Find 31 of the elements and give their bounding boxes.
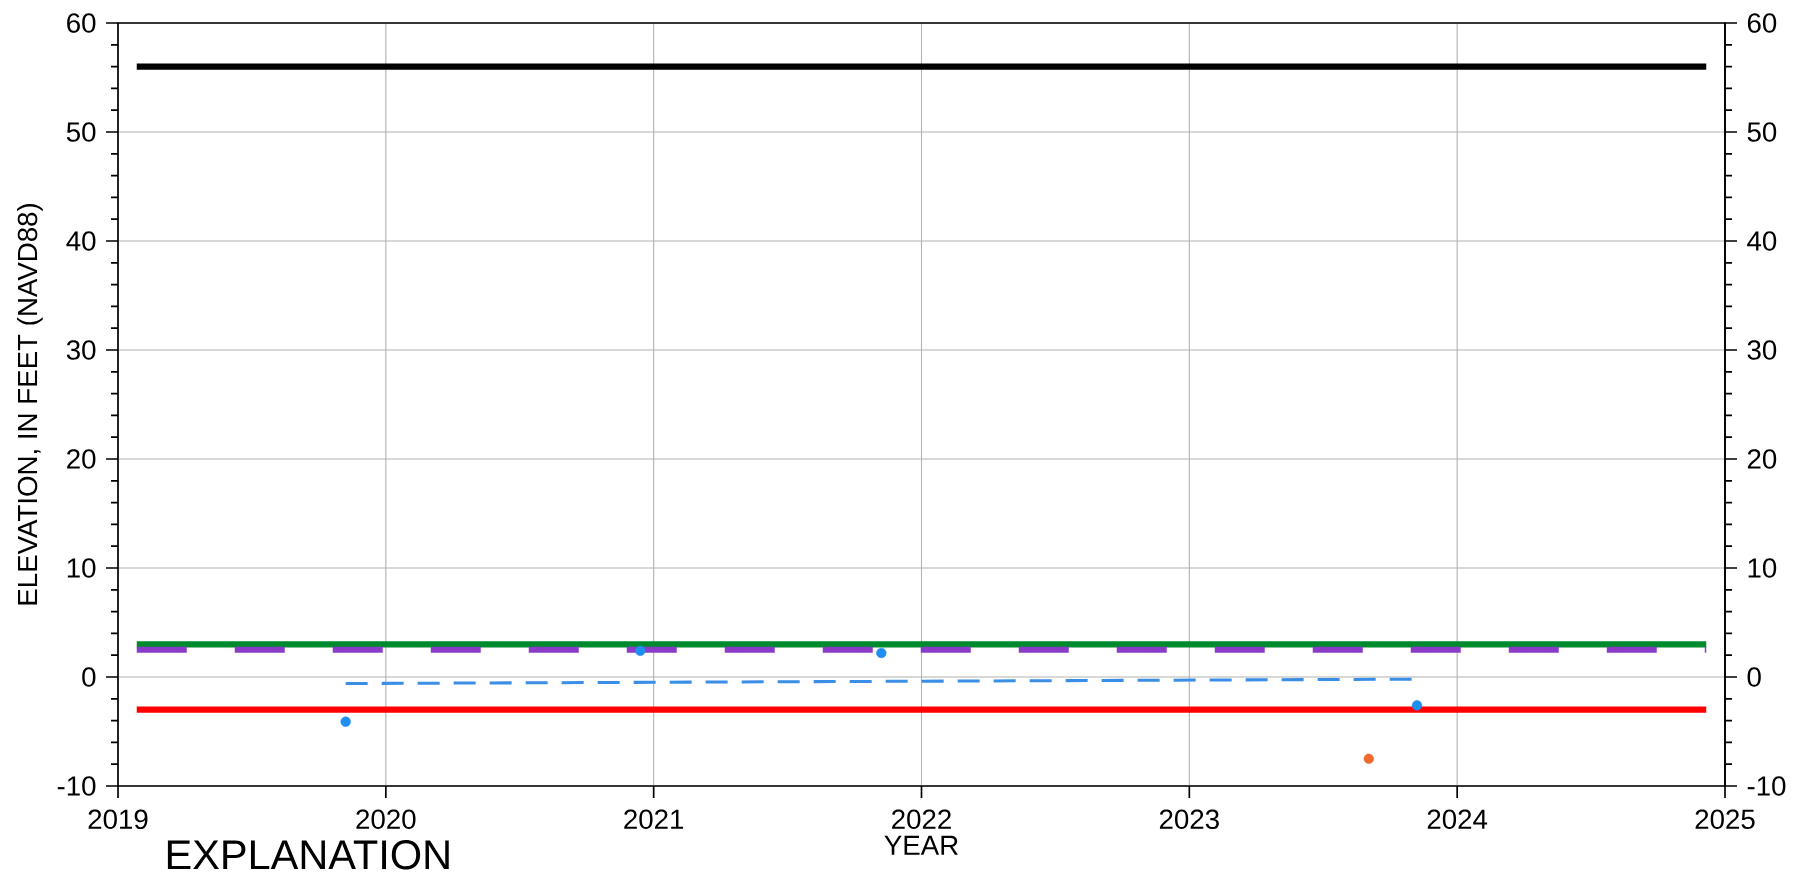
y-tick-label: 20 (67, 449, 96, 469)
x-tick-label: 2024 (1427, 809, 1488, 830)
y2-tick-label: 50 (1747, 122, 1777, 142)
x-tick-label: 2022 (892, 809, 951, 830)
text: EXPLANATION (167, 840, 449, 870)
y2-tick-label: 10 (1748, 558, 1777, 578)
y-tick-label: 50 (66, 122, 96, 142)
x-tick-label: 2020 (356, 809, 416, 830)
point (1363, 753, 1374, 764)
point (876, 647, 887, 659)
y2-tick-label: 40 (1747, 231, 1777, 251)
y-axis-title: ELEVATION, IN FEET (NAVD88) (17, 203, 43, 605)
y2-tick-label: 60 (1747, 13, 1777, 33)
point (635, 645, 646, 656)
x-tick-label: 2025 (1695, 809, 1755, 830)
y-tick-label: 60 (67, 13, 96, 33)
x-tick-label: 2019 (88, 809, 148, 830)
x-tick-label: 2023 (1159, 809, 1219, 830)
y2-tick-label: 20 (1747, 449, 1777, 469)
x-tick-label: 2021 (624, 809, 684, 830)
point (1411, 700, 1423, 711)
point (340, 716, 351, 727)
x-axis-title: YEAR (884, 835, 958, 855)
y2-tick-label: 0 (1747, 667, 1761, 687)
y-tick-label: 40 (66, 231, 96, 251)
y-tick-label: -10 (57, 776, 96, 796)
y-tick-label: 30 (66, 340, 96, 360)
y2-tick-label: 30 (1747, 340, 1777, 360)
y-tick-label: 10 (67, 558, 96, 578)
y2-tick-label: -10 (1747, 776, 1786, 796)
y-tick-label: 0 (82, 667, 96, 687)
